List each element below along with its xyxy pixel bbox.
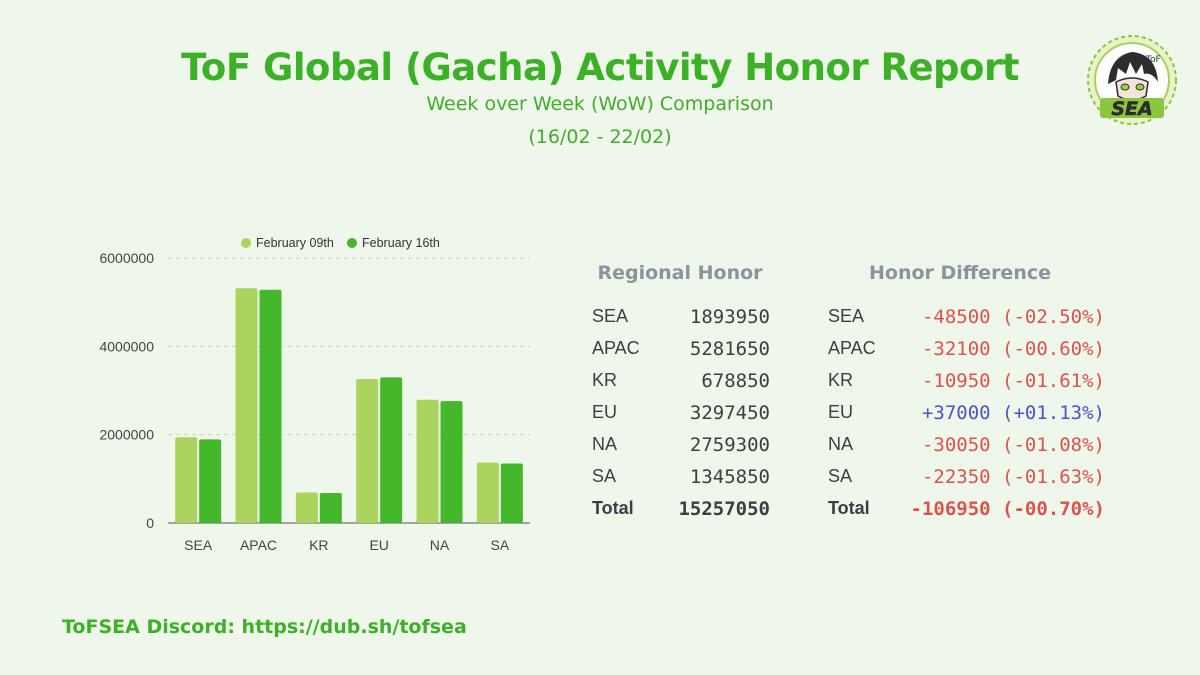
x-tick-label: NA [430, 537, 450, 553]
bar-eu-series-2 [380, 377, 403, 523]
discord-link[interactable]: ToFSEA Discord: https://dub.sh/tofsea [62, 616, 467, 638]
y-tick-label: 0 [146, 515, 154, 531]
total-honor: 15257050 [678, 498, 770, 520]
regional-honor-header: Regional Honor [597, 262, 763, 284]
tofsea-logo-icon: ToF SEA [1087, 35, 1177, 125]
table-row-diff-region: KR [828, 370, 854, 390]
x-tick-label: SA [490, 537, 509, 553]
honor-difference-header: Honor Difference [868, 262, 1051, 284]
bar-sa-series-2 [500, 463, 523, 523]
honor-bar-chart: 0 2000000 4000000 6000000 SEA APAC KR EU NA SA Feb… [99, 236, 530, 553]
table-row-diff: -48500 (-02.50%) [921, 306, 1105, 328]
legend-marker [241, 238, 251, 248]
logo-text: SEA [1111, 98, 1152, 120]
table-row-honor: 5281650 [689, 338, 770, 360]
table-row-honor: 2759300 [689, 434, 770, 456]
total-diff: -106950 (-00.70%) [910, 498, 1105, 520]
bar-sea-series-1 [175, 437, 198, 523]
table-row-diff-region: APAC [828, 338, 876, 358]
table-row-diff: +37000 (+01.13%) [921, 402, 1105, 424]
bar-apac-series-2 [259, 289, 282, 523]
x-tick-label: EU [369, 537, 388, 553]
table-row-diff-region: SA [828, 466, 853, 486]
total-label: Total [592, 498, 634, 518]
y-tick-label: 4000000 [99, 338, 154, 354]
y-tick-label: 2000000 [99, 427, 154, 443]
total-diff-label: Total [828, 498, 870, 518]
table-row-honor: 3297450 [689, 402, 770, 424]
logo-small-text: ToF [1145, 55, 1161, 65]
y-tick-label: 6000000 [99, 250, 154, 266]
table-row-region: SA [592, 466, 617, 486]
table-row-diff-region: NA [828, 434, 854, 454]
table-row-diff: -32100 (-00.60%) [921, 338, 1105, 360]
table-row-region: EU [592, 402, 618, 422]
bar-sea-series-2 [199, 439, 222, 523]
x-tick-label: KR [309, 537, 328, 553]
bar-kr-series-1 [295, 492, 318, 523]
table-row-region: KR [592, 370, 618, 390]
bar-na-series-1 [416, 399, 439, 523]
table-row-diff-region: EU [828, 402, 854, 422]
table-row-region: SEA [592, 306, 629, 326]
report-title: ToF Global (Gacha) Activity Honor Report [181, 46, 1019, 89]
table-row-region: NA [592, 434, 618, 454]
table-row-diff: -10950 (-01.61%) [921, 370, 1105, 392]
report-date-range: (16/02 - 22/02) [528, 126, 672, 148]
bar-sa-series-1 [476, 462, 499, 523]
bar-apac-series-1 [235, 288, 258, 523]
bar-eu-series-1 [356, 378, 379, 523]
bar-kr-series-2 [319, 493, 342, 523]
table-row-honor: 678850 [701, 370, 770, 392]
table-row-honor: 1345850 [689, 466, 770, 488]
table-row-region: APAC [592, 338, 640, 358]
table-row-diff: -30050 (-01.08%) [921, 434, 1105, 456]
legend-label: February 16th [362, 236, 440, 250]
table-row-diff: -22350 (-01.63%) [921, 466, 1105, 488]
table-row-diff-region: SEA [828, 306, 865, 326]
table-row-honor: 1893950 [689, 306, 770, 328]
x-tick-label: APAC [240, 537, 277, 553]
report-subtitle: Week over Week (WoW) Comparison [426, 93, 774, 115]
legend-label: February 09th [256, 236, 334, 250]
legend-marker [347, 238, 357, 248]
bar-na-series-2 [440, 401, 463, 523]
x-tick-label: SEA [184, 537, 213, 553]
